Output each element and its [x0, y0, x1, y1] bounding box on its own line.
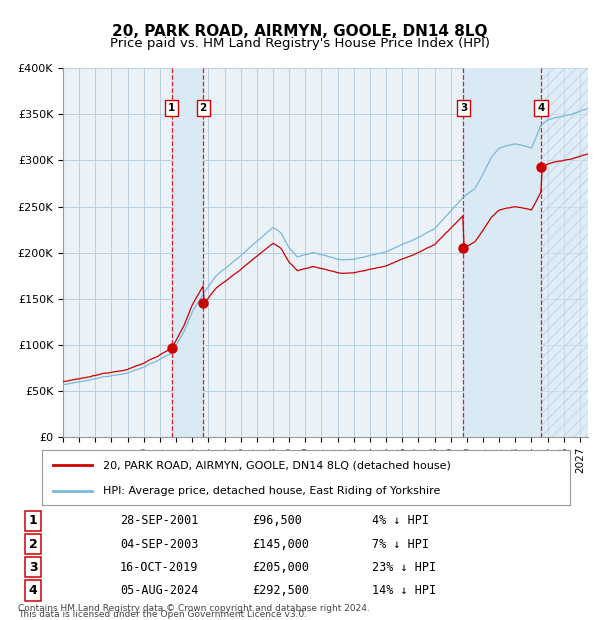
Bar	[172, 68, 203, 437]
Text: 04-SEP-2003: 04-SEP-2003	[120, 538, 199, 551]
Text: 4: 4	[538, 103, 545, 113]
Text: 23% ↓ HPI: 23% ↓ HPI	[372, 560, 436, 574]
Text: 1: 1	[168, 103, 176, 113]
Text: Price paid vs. HM Land Registry's House Price Index (HPI): Price paid vs. HM Land Registry's House …	[110, 37, 490, 50]
Bar	[463, 68, 541, 437]
Text: 20, PARK ROAD, AIRMYN, GOOLE, DN14 8LQ: 20, PARK ROAD, AIRMYN, GOOLE, DN14 8LQ	[112, 24, 488, 38]
Text: 16-OCT-2019: 16-OCT-2019	[120, 560, 199, 574]
Text: 3: 3	[460, 103, 467, 113]
Text: 05-AUG-2024: 05-AUG-2024	[120, 584, 199, 597]
Text: £96,500: £96,500	[252, 515, 302, 528]
Text: HPI: Average price, detached house, East Riding of Yorkshire: HPI: Average price, detached house, East…	[103, 486, 440, 497]
Text: 4: 4	[29, 584, 37, 597]
Text: 7% ↓ HPI: 7% ↓ HPI	[372, 538, 429, 551]
Text: Contains HM Land Registry data © Crown copyright and database right 2024.: Contains HM Land Registry data © Crown c…	[18, 604, 370, 613]
Text: 2: 2	[199, 103, 206, 113]
Text: £205,000: £205,000	[252, 560, 309, 574]
Text: 14% ↓ HPI: 14% ↓ HPI	[372, 584, 436, 597]
Text: 2: 2	[29, 538, 37, 551]
Text: 4% ↓ HPI: 4% ↓ HPI	[372, 515, 429, 528]
Bar	[541, 68, 588, 437]
Text: £292,500: £292,500	[252, 584, 309, 597]
Text: 3: 3	[29, 560, 37, 574]
Text: 28-SEP-2001: 28-SEP-2001	[120, 515, 199, 528]
Text: 1: 1	[29, 515, 37, 528]
Text: £145,000: £145,000	[252, 538, 309, 551]
Text: This data is licensed under the Open Government Licence v3.0.: This data is licensed under the Open Gov…	[18, 610, 307, 619]
Text: 20, PARK ROAD, AIRMYN, GOOLE, DN14 8LQ (detached house): 20, PARK ROAD, AIRMYN, GOOLE, DN14 8LQ (…	[103, 460, 451, 470]
